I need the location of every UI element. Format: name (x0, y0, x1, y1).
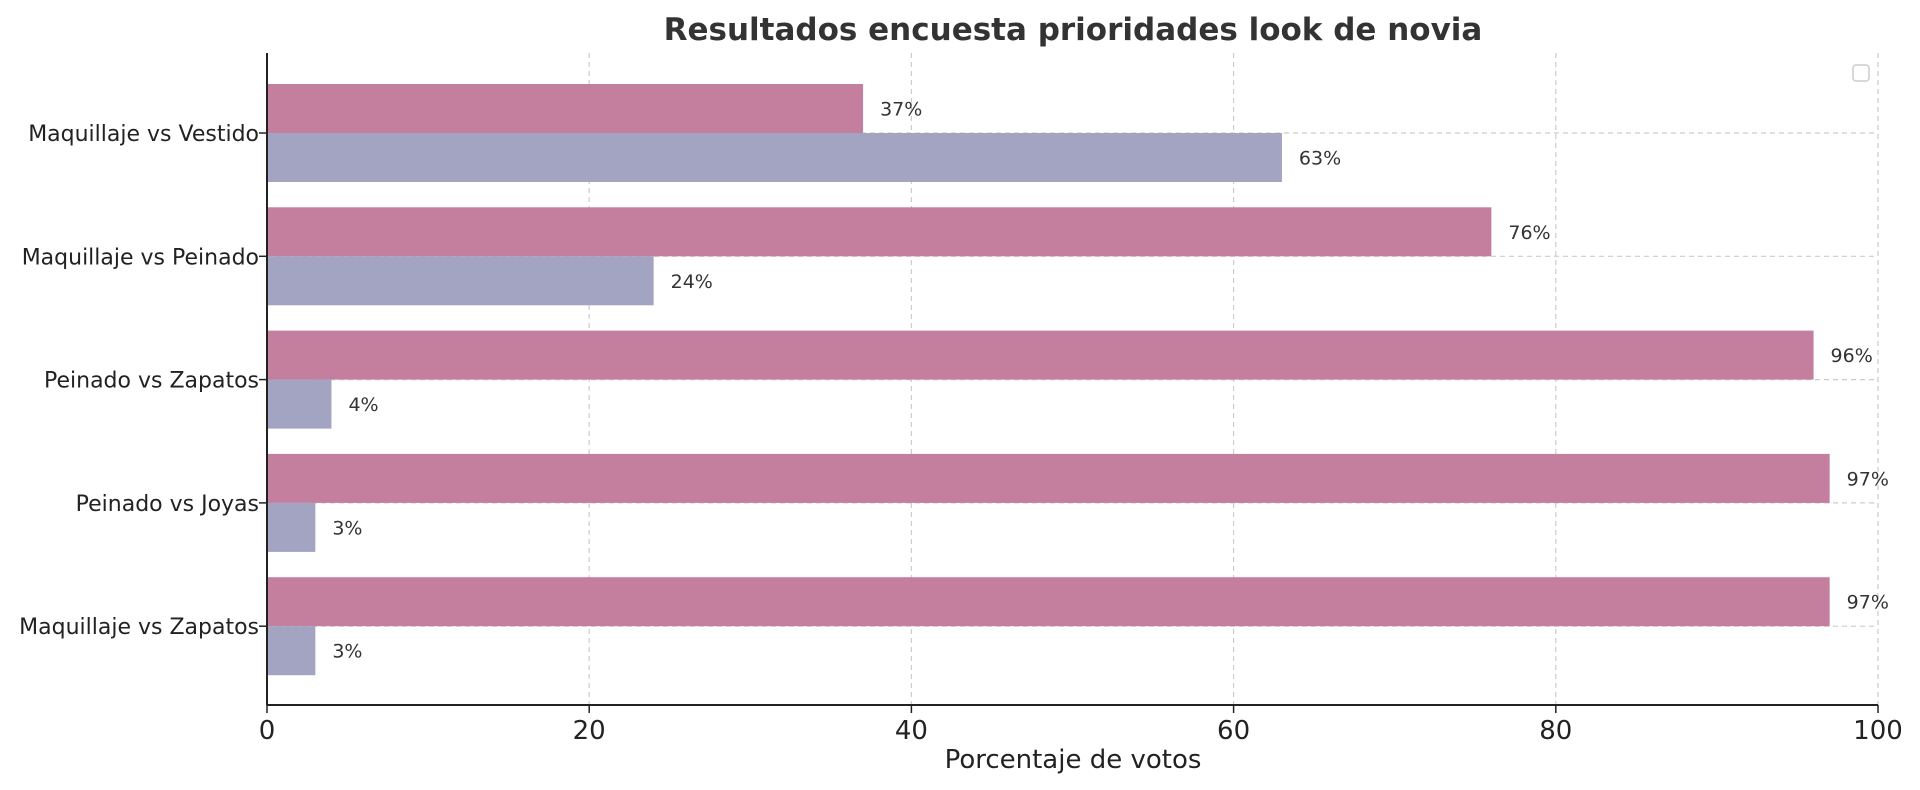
bar-primary-2 (267, 330, 1814, 380)
x-tick-label-5: 100 (1853, 716, 1903, 746)
y-tick-label-1: Maquillaje vs Peinado (22, 245, 259, 270)
x-tick-label-1: 20 (573, 716, 606, 746)
y-tick-label-2: Peinado vs Zapatos (44, 369, 259, 394)
bar-primary-1 (267, 207, 1492, 257)
data-label-secondary-0: 63% (1299, 148, 1341, 170)
data-label-primary-4: 97% (1847, 592, 1889, 614)
y-tick-label-3: Peinado vs Joyas (76, 492, 259, 517)
bar-secondary-0 (267, 133, 1282, 182)
labels-layer: 37% 63% 76% 24% 96% 4% 97% 3% 97% 3% (332, 99, 1889, 663)
data-label-primary-0: 37% (880, 99, 922, 121)
data-label-primary-2: 96% (1831, 345, 1873, 367)
bar-secondary-2 (267, 379, 332, 429)
bar-primary-0 (267, 84, 864, 133)
bar-secondary-1 (267, 256, 654, 306)
bar-secondary-3 (267, 502, 316, 552)
x-axis-label: Porcentaje de votos (945, 745, 1202, 775)
x-tick-label-0: 0 (259, 716, 276, 746)
x-tick-label-3: 60 (1217, 716, 1250, 746)
data-label-secondary-1: 24% (671, 271, 713, 293)
bar-primary-3 (267, 453, 1830, 503)
y-tick-label-0: Maquillaje vs Vestido (28, 122, 259, 147)
x-tick-label-4: 80 (1539, 716, 1572, 746)
x-tick-label-2: 40 (895, 716, 928, 746)
data-label-primary-1: 76% (1508, 222, 1550, 244)
bar-secondary-4 (267, 626, 316, 676)
data-label-secondary-2: 4% (348, 394, 378, 416)
data-label-primary-3: 97% (1847, 468, 1889, 490)
data-label-secondary-4: 3% (332, 641, 362, 663)
bar-primary-4 (267, 577, 1830, 627)
data-label-secondary-3: 3% (332, 517, 362, 539)
chart-title: Resultados encuesta prioridades look de … (664, 12, 1483, 48)
legend-box (1852, 64, 1870, 82)
axes-layer: 0 20 40 60 80 100 Maquillaje vs Vestido Maquill… (19, 53, 1903, 746)
y-tick-label-4: Maquillaje vs Zapatos (19, 615, 259, 640)
bars-layer (267, 84, 1830, 676)
